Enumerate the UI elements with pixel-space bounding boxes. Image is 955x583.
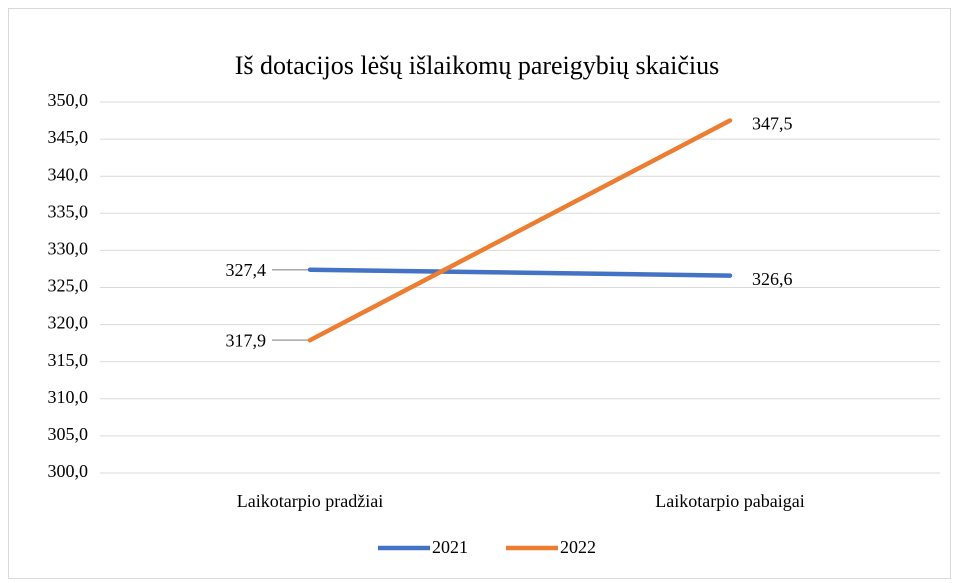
y-tick-label: 310,0 (48, 387, 89, 407)
legend-label: 2022 (560, 537, 596, 557)
y-tick-label: 325,0 (48, 276, 89, 296)
chart-title: Iš dotacijos lėšų išlaikomų pareigybių s… (235, 51, 720, 80)
y-tick-label: 340,0 (48, 164, 89, 184)
data-label: 347,5 (752, 114, 793, 134)
y-tick-label: 320,0 (48, 313, 89, 333)
series-line (307, 118, 733, 343)
y-tick-label: 335,0 (48, 201, 89, 221)
legend-label: 2021 (432, 537, 468, 557)
x-tick-label: Laikotarpio pabaigai (655, 491, 804, 511)
y-tick-label: 300,0 (48, 461, 89, 481)
series-line (307, 267, 733, 278)
data-label: 326,6 (752, 269, 793, 289)
x-tick-label: Laikotarpio pradžiai (237, 491, 383, 511)
y-tick-label: 330,0 (48, 239, 89, 259)
y-tick-label: 305,0 (48, 424, 89, 444)
y-tick-label: 345,0 (48, 127, 89, 147)
y-tick-label: 350,0 (48, 90, 89, 110)
y-tick-label: 315,0 (48, 350, 89, 370)
data-label: 327,4 (226, 260, 267, 280)
chart-border (8, 8, 951, 579)
data-label: 317,9 (226, 330, 267, 350)
